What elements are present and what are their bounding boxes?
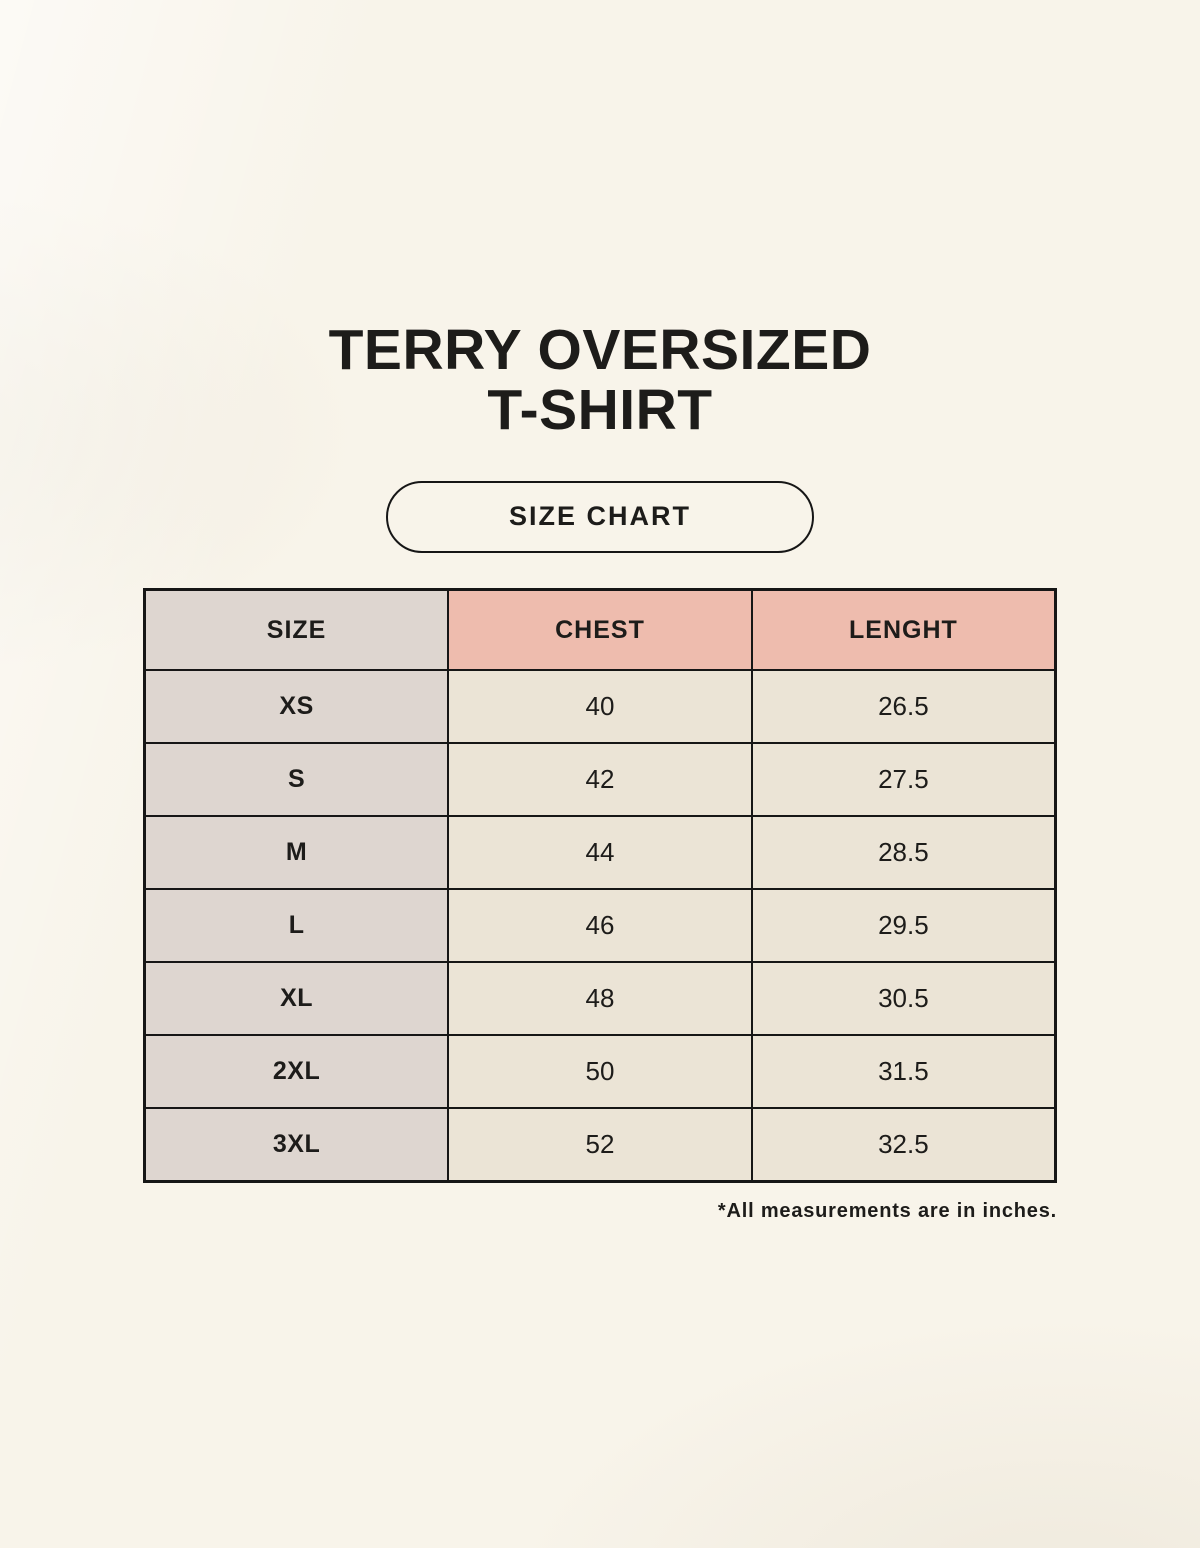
table-row: L 46 29.5 — [143, 888, 1057, 964]
table-row: S 42 27.5 — [143, 742, 1057, 818]
column-header-length: LENGHT — [750, 588, 1057, 672]
chest-cell: 42 — [447, 742, 753, 818]
chest-cell: 44 — [447, 815, 753, 891]
length-cell: 26.5 — [750, 669, 1057, 745]
size-cell: L — [143, 888, 450, 964]
chest-cell: 48 — [447, 961, 753, 1037]
size-cell: 2XL — [143, 1034, 450, 1110]
chest-cell: 50 — [447, 1034, 753, 1110]
length-cell: 29.5 — [750, 888, 1057, 964]
length-cell: 28.5 — [750, 815, 1057, 891]
size-table: SIZE CHEST LENGHT XS 40 26.5 S 42 27.5 M 44 28.5… — [143, 587, 1057, 1183]
table-row: 3XL 52 32.5 — [143, 1107, 1057, 1183]
size-cell: 3XL — [143, 1107, 450, 1183]
size-cell: XS — [143, 669, 450, 745]
table-row: M 44 28.5 — [143, 815, 1057, 891]
length-cell: 27.5 — [750, 742, 1057, 818]
length-cell: 31.5 — [750, 1034, 1057, 1110]
page-title-line2: T-SHIRT — [487, 378, 713, 443]
length-cell: 32.5 — [750, 1107, 1057, 1183]
size-chart-badge: SIZE CHART — [386, 480, 814, 553]
column-header-chest: CHEST — [447, 588, 753, 672]
size-cell: S — [143, 742, 450, 818]
chest-cell: 46 — [447, 888, 753, 964]
length-cell: 30.5 — [750, 961, 1057, 1037]
column-header-size: SIZE — [143, 588, 450, 672]
size-table-body: XS 40 26.5 S 42 27.5 M 44 28.5 L 46 29.5 XL 48 30.5 2XL… — [143, 669, 1057, 1183]
table-row: 2XL 50 31.5 — [143, 1034, 1057, 1110]
header-row: SIZE CHEST LENGHT — [143, 588, 1057, 672]
page-title: TERRY OVERSIZED T-SHIRT — [0, 320, 1200, 441]
table-row: XS 40 26.5 — [143, 669, 1057, 745]
size-table-container: SIZE CHEST LENGHT XS 40 26.5 S 42 27.5 M 44 28.5… — [143, 587, 1057, 1223]
size-cell: M — [143, 815, 450, 891]
page-title-line1: TERRY OVERSIZED — [328, 318, 872, 382]
chest-cell: 40 — [447, 669, 753, 745]
chest-cell: 52 — [447, 1107, 753, 1183]
size-table-header: SIZE CHEST LENGHT — [143, 588, 1057, 672]
measurements-footnote: *All measurements are in inches. — [717, 1199, 1057, 1222]
table-row: XL 48 30.5 — [143, 961, 1057, 1037]
size-cell: XL — [143, 961, 450, 1037]
